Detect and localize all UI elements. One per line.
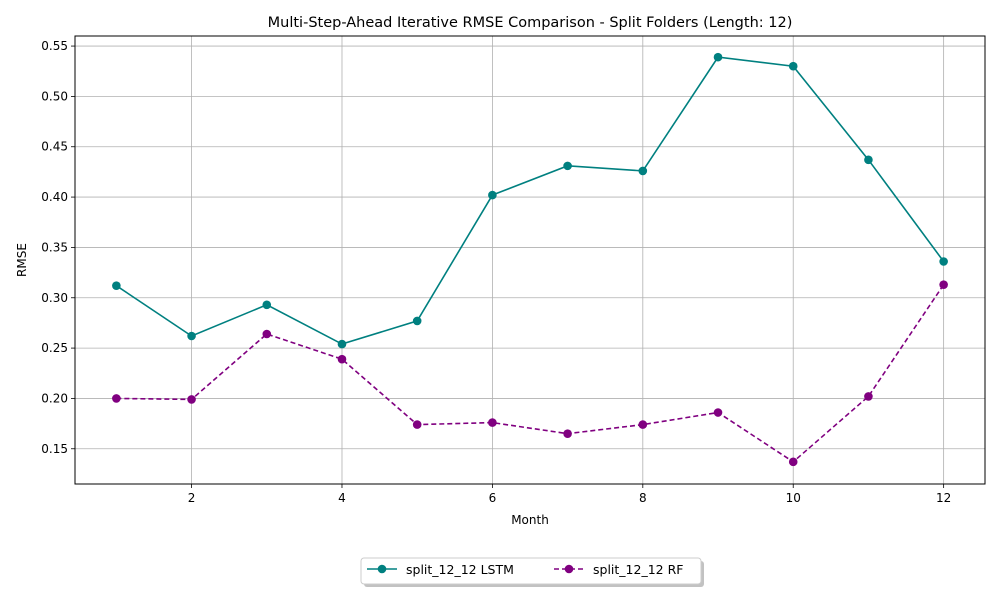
- legend-marker-rf: [564, 564, 574, 574]
- data-point-lstm: [488, 190, 497, 200]
- data-point-lstm: [788, 61, 798, 71]
- data-point-rf: [638, 420, 648, 429]
- x-tick-label: 6: [489, 491, 497, 505]
- data-point-lstm: [412, 316, 422, 326]
- y-tick-label: 0.55: [41, 39, 68, 53]
- legend-box: [360, 557, 702, 585]
- y-tick-label: 0.50: [41, 89, 68, 103]
- chart-title: Multi-Step-Ahead Iterative RMSE Comparis…: [268, 15, 793, 31]
- x-tick-label: 12: [936, 491, 951, 505]
- data-point-rf: [187, 395, 196, 404]
- y-tick-label: 0.35: [41, 240, 68, 254]
- data-point-lstm: [337, 339, 347, 349]
- data-point-lstm: [864, 155, 873, 165]
- y-tick-label: 0.15: [41, 442, 68, 456]
- legend: split_12_12 LSTM split_12_12 RF: [360, 557, 704, 587]
- y-axis-label: RMSE: [15, 243, 29, 277]
- x-axis-label: Month: [511, 513, 549, 527]
- y-tick-label: 0.45: [41, 140, 68, 154]
- data-point-rf: [563, 429, 572, 438]
- data-point-rf: [788, 457, 798, 467]
- legend-label-rf: split_12_12 RF: [593, 562, 683, 577]
- data-point-rf: [864, 392, 873, 401]
- plot-series: [112, 52, 948, 467]
- data-point-rf: [337, 354, 347, 364]
- legend-label-lstm: split_12_12 LSTM: [406, 562, 514, 577]
- data-point-lstm: [262, 300, 272, 310]
- data-point-rf: [412, 420, 422, 429]
- y-tick-label: 0.25: [41, 341, 68, 355]
- data-point-lstm: [939, 257, 948, 266]
- y-tick-label: 0.30: [41, 291, 68, 305]
- data-point-lstm: [563, 161, 572, 171]
- series-line-rf: [116, 284, 945, 463]
- axis-ticks: 2 4 6 8 10 12 0.15 0.20 0.25 0.30 0.35 0.40 0.45 0.50…: [41, 39, 951, 505]
- data-point-lstm: [638, 166, 648, 176]
- x-tick-label: 4: [338, 491, 346, 505]
- y-tick-label: 0.20: [41, 391, 68, 405]
- plot-area-frame: [74, 35, 986, 485]
- x-tick-label: 8: [639, 491, 647, 505]
- data-point-rf: [262, 329, 272, 339]
- y-tick-label: 0.40: [41, 190, 68, 204]
- grid: [75, 36, 985, 484]
- data-point-rf: [488, 418, 497, 427]
- x-tick-label: 10: [786, 491, 801, 505]
- data-point-lstm: [713, 52, 723, 62]
- data-point-rf: [939, 280, 948, 289]
- series-line-lstm: [115, 56, 945, 345]
- legend-marker-lstm: [377, 564, 387, 574]
- x-tick-label: 2: [188, 491, 196, 505]
- data-point-rf: [713, 408, 723, 417]
- data-point-rf: [112, 394, 121, 403]
- data-point-lstm: [187, 331, 196, 341]
- data-point-lstm: [112, 281, 121, 290]
